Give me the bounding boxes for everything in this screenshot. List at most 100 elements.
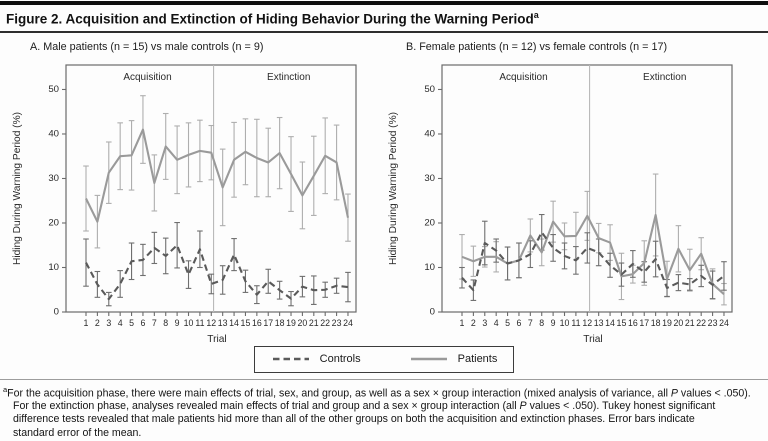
svg-text:17: 17 (263, 318, 273, 328)
svg-text:20: 20 (298, 318, 308, 328)
svg-text:6: 6 (140, 318, 145, 328)
series-line-patients (461, 213, 725, 295)
svg-text:1: 1 (84, 318, 89, 328)
figure-title-footnote-marker: a (533, 10, 539, 20)
svg-text:50: 50 (424, 83, 435, 94)
footnote-line: standard error of the mean. (13, 426, 142, 439)
svg-text:7: 7 (152, 318, 157, 328)
x-axis-label: Trial (583, 334, 602, 344)
svg-text:6: 6 (516, 318, 521, 328)
footnote-line: For the extinction phase, analyses revea… (13, 400, 716, 413)
x-axis-label: Trial (207, 334, 226, 344)
svg-text:15: 15 (617, 318, 627, 328)
panel-b-heading: B. Female patients (n = 12) vs female co… (406, 40, 668, 53)
svg-text:12: 12 (582, 318, 592, 328)
svg-text:8: 8 (163, 318, 168, 328)
svg-text:16: 16 (252, 318, 262, 328)
error-bars-controls (83, 221, 351, 306)
svg-text:23: 23 (332, 318, 342, 328)
svg-text:19: 19 (286, 318, 296, 328)
svg-text:17: 17 (639, 318, 649, 328)
svg-text:13: 13 (594, 318, 604, 328)
svg-text:7: 7 (528, 318, 533, 328)
phase-label: Acquisition (123, 72, 171, 83)
y-axis: 0 10 20 30 40 50 (48, 83, 66, 317)
svg-text:22: 22 (320, 318, 330, 328)
svg-text:4: 4 (494, 318, 499, 328)
svg-text:20: 20 (424, 217, 435, 228)
panel-a: A. Male patients (n = 15) vs male contro… (4, 39, 380, 344)
svg-text:14: 14 (229, 318, 239, 328)
svg-text:40: 40 (424, 128, 435, 139)
svg-text:20: 20 (674, 318, 684, 328)
svg-text:10: 10 (48, 261, 59, 272)
svg-text:1: 1 (460, 318, 465, 328)
svg-text:0: 0 (54, 306, 59, 317)
x-axis: 1 2 3 4 5 6 7 8 9 10 11 12 13 14 15 16 17 18 19 20 21 22 23 24 (84, 311, 353, 328)
svg-text:24: 24 (719, 318, 729, 328)
svg-text:15: 15 (241, 318, 251, 328)
legend: Controls Patients (253, 345, 515, 373)
x-axis: 1 2 3 4 5 6 7 8 9 10 11 12 13 14 15 16 17 18 19 20 21 22 23 24 (460, 311, 729, 328)
svg-text:3: 3 (482, 318, 487, 328)
legend-label: Controls (319, 353, 361, 365)
y-axis: 0 10 20 30 40 50 (424, 83, 442, 317)
legend-item-patients: Patients (409, 353, 498, 365)
legend-dashed-line-sample (272, 357, 309, 361)
title-divider (0, 30, 768, 33)
svg-text:4: 4 (118, 318, 123, 328)
svg-text:18: 18 (651, 318, 661, 328)
svg-text:40: 40 (48, 128, 59, 139)
footnote: aFor the acquisition phase, there were m… (0, 378, 768, 441)
svg-text:23: 23 (708, 318, 718, 328)
plot-border (441, 63, 733, 313)
svg-text:10: 10 (560, 318, 570, 328)
svg-text:21: 21 (309, 318, 319, 328)
svg-text:9: 9 (175, 318, 180, 328)
svg-text:30: 30 (424, 172, 435, 183)
series-line-patients (85, 127, 349, 223)
phase-label: Acquisition (499, 72, 547, 83)
svg-text:2: 2 (95, 318, 100, 328)
svg-text:14: 14 (605, 318, 615, 328)
svg-text:8: 8 (539, 318, 544, 328)
error-bars-patients (459, 172, 727, 305)
svg-text:13: 13 (218, 318, 228, 328)
svg-text:11: 11 (571, 318, 580, 328)
panel-b: B. Female patients (n = 12) vs female co… (380, 39, 758, 344)
svg-text:0: 0 (430, 306, 435, 317)
series-line-controls (461, 230, 725, 291)
svg-text:3: 3 (106, 318, 111, 328)
svg-text:10: 10 (184, 318, 194, 328)
svg-text:30: 30 (48, 172, 59, 183)
svg-text:16: 16 (628, 318, 638, 328)
phase-label: Extinction (267, 72, 310, 83)
y-axis-label: Hiding During Warning Period (%) (388, 111, 399, 264)
legend-label: Patients (457, 353, 498, 365)
svg-text:24: 24 (343, 318, 353, 328)
chart-panels: A. Male patients (n = 15) vs male contro… (0, 39, 768, 344)
svg-text:21: 21 (685, 318, 695, 328)
svg-text:2: 2 (471, 318, 476, 328)
figure-title: Figure 2. Acquisition and Extinction of … (6, 10, 768, 27)
svg-text:22: 22 (696, 318, 706, 328)
footnote-lines: aFor the acquisition phase, there were m… (3, 383, 763, 440)
svg-text:5: 5 (129, 318, 134, 328)
top-rule (0, 1, 768, 5)
svg-text:5: 5 (505, 318, 510, 328)
svg-text:11: 11 (195, 318, 204, 328)
footnote-line: difference tests revealed that male pati… (13, 413, 695, 426)
svg-text:18: 18 (275, 318, 285, 328)
footnote-line: aFor the acquisition phase, there were m… (3, 384, 751, 400)
legend-item-controls: Controls (271, 353, 361, 365)
legend-solid-line-sample (410, 357, 447, 361)
svg-text:20: 20 (48, 217, 59, 228)
series-line-controls (85, 243, 349, 300)
legend-row: Controls Patients (0, 345, 768, 373)
svg-text:50: 50 (48, 83, 59, 94)
panel-a-heading: A. Male patients (n = 15) vs male contro… (30, 40, 264, 53)
y-axis-label: Hiding During Warning Period (%) (12, 111, 23, 264)
